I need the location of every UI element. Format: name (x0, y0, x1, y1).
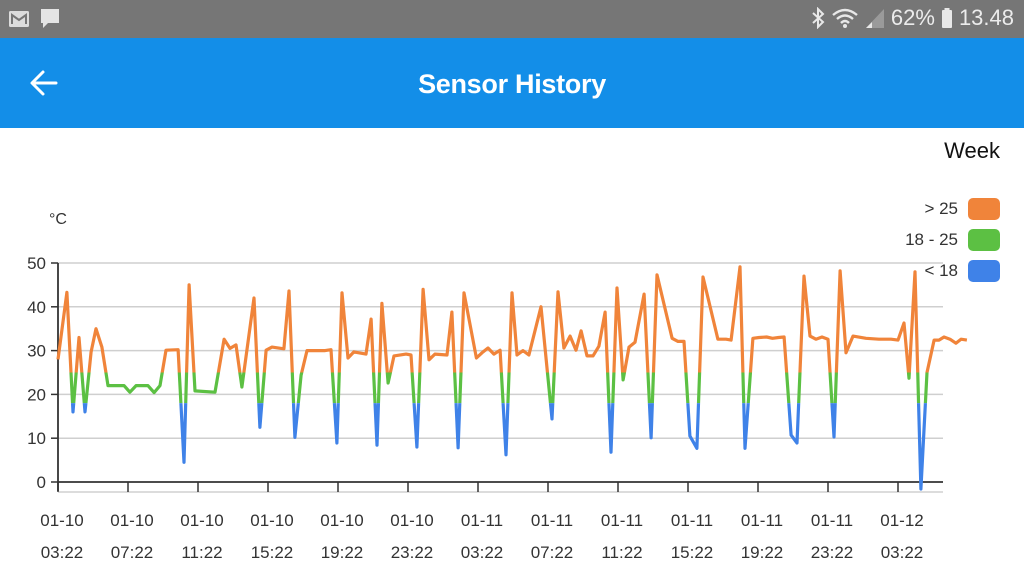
svg-text:01-10: 01-10 (40, 511, 83, 530)
x-tick-label: 01-10 03:22 (40, 511, 83, 562)
svg-text:01-10: 01-10 (180, 511, 223, 530)
signal-icon (865, 9, 884, 28)
x-tick-label: 01-10 11:22 (180, 511, 223, 562)
range-selector-week[interactable]: Week (944, 138, 1000, 163)
svg-text:19:22: 19:22 (321, 543, 364, 562)
notification-icons (8, 8, 60, 30)
legend-label: < 18 (924, 260, 958, 280)
svg-text:01-11: 01-11 (531, 511, 573, 530)
svg-text:01-10: 01-10 (110, 511, 153, 530)
arrow-left-icon (30, 70, 58, 96)
x-tick-label: 01-11 03:22 (461, 511, 504, 562)
clock: 13.48 (958, 5, 1014, 30)
gmail-icon (9, 11, 29, 27)
svg-text:03:22: 03:22 (881, 543, 924, 562)
x-axis-labels: 01-10 03:22 01-10 07:22 01-10 11:22 01-10 15:22… (40, 511, 923, 562)
legend-item-high: > 25 (905, 193, 1000, 224)
svg-text:01-11: 01-11 (461, 511, 503, 530)
battery-icon (941, 8, 952, 28)
back-button[interactable] (26, 65, 66, 101)
message-icon (41, 9, 59, 28)
svg-text:01-10: 01-10 (320, 511, 363, 530)
svg-text:01-12: 01-12 (880, 511, 923, 530)
legend-swatch-orange (968, 197, 1000, 220)
svg-text:01-11: 01-11 (601, 511, 643, 530)
x-tick-label: 01-11 15:22 (671, 511, 714, 562)
y-tick-label: 20 (27, 385, 46, 404)
x-tick-label: 01-11 11:22 (601, 511, 643, 562)
system-icons: 62% 13.48 (811, 5, 1014, 31)
x-tick-label: 01-10 19:22 (320, 511, 363, 562)
y-tick-label: 50 (27, 254, 46, 273)
svg-text:01-11: 01-11 (741, 511, 783, 530)
x-tick-label: 01-11 19:22 (741, 511, 784, 562)
svg-text:23:22: 23:22 (811, 543, 854, 562)
legend-swatch-green (968, 228, 1000, 251)
svg-text:15:22: 15:22 (671, 543, 714, 562)
battery-percent: 62% (890, 5, 935, 30)
svg-text:11:22: 11:22 (181, 543, 222, 562)
x-tick-label: 01-10 15:22 (250, 511, 293, 562)
wifi-icon (832, 8, 858, 28)
svg-text:01-11: 01-11 (811, 511, 853, 530)
x-tick-label: 01-11 23:22 (811, 511, 854, 562)
x-tick-label: 01-10 07:22 (110, 511, 153, 562)
legend-label: > 25 (924, 198, 958, 218)
bluetooth-icon (812, 7, 825, 29)
svg-text:11:22: 11:22 (601, 543, 642, 562)
x-tick-label: 01-12 03:22 (880, 511, 923, 562)
svg-text:01-10: 01-10 (250, 511, 293, 530)
status-bar: 62% 13.48 (0, 0, 1024, 38)
x-tick-label: 01-10 23:22 (390, 511, 433, 562)
app-bar: Sensor History (0, 38, 1024, 128)
y-tick-label: 10 (27, 429, 46, 448)
series-above-25 (56, 265, 968, 373)
svg-text:01-10: 01-10 (390, 511, 433, 530)
svg-text:07:22: 07:22 (531, 543, 574, 562)
legend-item-low: < 18 (905, 255, 1000, 286)
legend-swatch-blue (968, 259, 1000, 282)
axes (51, 262, 943, 493)
svg-text:23:22: 23:22 (391, 543, 434, 562)
grid-lines (58, 262, 943, 439)
legend-item-mid: 18 - 25 (905, 224, 1000, 255)
y-axis-unit: °C (49, 211, 67, 228)
x-tick-label: 01-11 07:22 (531, 511, 574, 562)
svg-text:01-11: 01-11 (671, 511, 713, 530)
svg-text:03:22: 03:22 (461, 543, 504, 562)
y-tick-label: 30 (27, 342, 46, 361)
svg-text:07:22: 07:22 (111, 543, 154, 562)
svg-text:03:22: 03:22 (41, 543, 84, 562)
y-tick-label: 40 (27, 298, 46, 317)
page-title: Sensor History (418, 69, 606, 99)
svg-text:19:22: 19:22 (741, 543, 784, 562)
y-axis-labels: 0 10 20 30 40 50 (27, 254, 46, 492)
y-tick-label: 0 (37, 473, 46, 492)
chart-legend: > 25 18 - 25 < 18 (905, 193, 1000, 286)
data-series (56, 265, 968, 491)
legend-label: 18 - 25 (905, 229, 958, 249)
svg-text:15:22: 15:22 (251, 543, 294, 562)
